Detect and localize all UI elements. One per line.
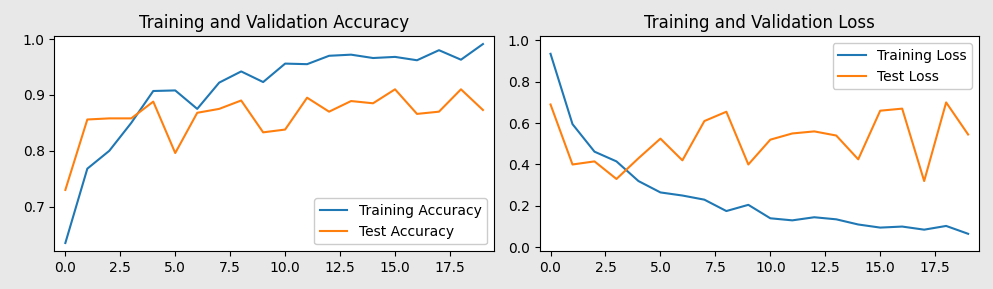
- Test Accuracy: [301, 96, 313, 99]
- Training Accuracy: [213, 81, 225, 84]
- Training Accuracy: [411, 58, 423, 62]
- Test Loss: [765, 138, 777, 141]
- Training Accuracy: [323, 54, 335, 58]
- Test Accuracy: [60, 188, 71, 192]
- Training Accuracy: [301, 62, 313, 66]
- Training Loss: [698, 198, 710, 201]
- Training Loss: [720, 209, 732, 213]
- Training Loss: [962, 232, 974, 236]
- Training Accuracy: [81, 167, 93, 171]
- Test Loss: [633, 157, 644, 160]
- Test Accuracy: [367, 101, 379, 105]
- Test Loss: [962, 133, 974, 136]
- Test Accuracy: [257, 131, 269, 134]
- Line: Training Loss: Training Loss: [550, 54, 968, 234]
- Training Accuracy: [125, 121, 137, 125]
- Training Loss: [743, 203, 755, 207]
- Test Loss: [720, 110, 732, 114]
- Training Accuracy: [257, 80, 269, 84]
- Test Accuracy: [279, 128, 291, 131]
- Test Accuracy: [389, 88, 401, 91]
- Test Loss: [830, 134, 842, 137]
- Training Loss: [765, 216, 777, 220]
- Line: Test Accuracy: Test Accuracy: [66, 89, 483, 190]
- Training Accuracy: [103, 149, 115, 153]
- Training Loss: [874, 226, 886, 229]
- Test Loss: [874, 109, 886, 112]
- Training Loss: [676, 194, 688, 197]
- Test Loss: [852, 158, 864, 161]
- Test Loss: [589, 160, 601, 163]
- Line: Training Accuracy: Training Accuracy: [66, 44, 483, 243]
- Test Loss: [567, 163, 579, 166]
- Training Accuracy: [147, 89, 159, 93]
- Training Accuracy: [346, 53, 357, 56]
- Test Loss: [654, 137, 666, 140]
- Training Loss: [786, 218, 798, 222]
- Test Accuracy: [147, 100, 159, 103]
- Training Loss: [897, 225, 909, 228]
- Test Loss: [940, 101, 952, 104]
- Test Accuracy: [125, 117, 137, 120]
- Training Loss: [633, 179, 644, 183]
- Training Accuracy: [433, 49, 445, 52]
- Test Accuracy: [81, 118, 93, 121]
- Training Loss: [940, 224, 952, 228]
- Test Accuracy: [235, 99, 247, 102]
- Training Accuracy: [192, 107, 204, 111]
- Test Accuracy: [169, 151, 181, 155]
- Training Accuracy: [455, 58, 467, 62]
- Training Accuracy: [279, 62, 291, 65]
- Test Accuracy: [323, 110, 335, 113]
- Training Loss: [830, 218, 842, 221]
- Training Loss: [852, 223, 864, 226]
- Test Loss: [611, 177, 623, 181]
- Test Loss: [743, 163, 755, 166]
- Training Loss: [611, 160, 623, 163]
- Training Accuracy: [235, 70, 247, 73]
- Legend: Training Loss, Test Loss: Training Loss, Test Loss: [832, 43, 972, 89]
- Training Accuracy: [389, 55, 401, 59]
- Test Loss: [897, 107, 909, 110]
- Test Accuracy: [477, 108, 489, 112]
- Test Accuracy: [455, 88, 467, 91]
- Test Accuracy: [411, 112, 423, 116]
- Training Accuracy: [60, 241, 71, 245]
- Training Accuracy: [367, 56, 379, 60]
- Training Loss: [654, 191, 666, 194]
- Test Loss: [919, 179, 930, 183]
- Test Accuracy: [213, 107, 225, 111]
- Training Accuracy: [477, 42, 489, 46]
- Test Accuracy: [346, 99, 357, 103]
- Training Accuracy: [169, 89, 181, 92]
- Training Loss: [544, 52, 556, 55]
- Test Loss: [544, 103, 556, 106]
- Title: Training and Validation Accuracy: Training and Validation Accuracy: [139, 14, 409, 32]
- Test Loss: [698, 119, 710, 123]
- Test Accuracy: [192, 111, 204, 114]
- Test Loss: [808, 130, 820, 133]
- Training Loss: [589, 150, 601, 153]
- Title: Training and Validation Loss: Training and Validation Loss: [643, 14, 875, 32]
- Training Loss: [567, 123, 579, 126]
- Test Loss: [786, 132, 798, 135]
- Test Accuracy: [433, 110, 445, 113]
- Test Loss: [676, 159, 688, 162]
- Line: Test Loss: Test Loss: [550, 102, 968, 181]
- Training Loss: [919, 228, 930, 231]
- Test Accuracy: [103, 117, 115, 120]
- Training Loss: [808, 216, 820, 219]
- Legend: Training Accuracy, Test Accuracy: Training Accuracy, Test Accuracy: [314, 198, 487, 244]
